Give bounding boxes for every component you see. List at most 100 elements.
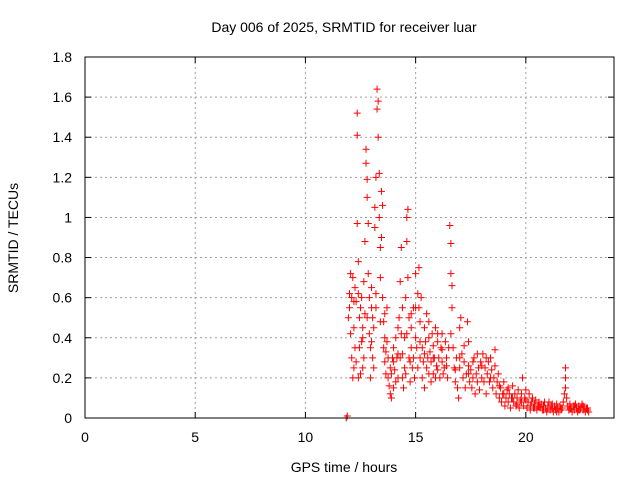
data-point — [417, 294, 425, 302]
y-tick-label: 0 — [64, 410, 72, 426]
data-point — [376, 274, 384, 282]
x-tick-label: 15 — [408, 429, 424, 445]
data-point — [406, 378, 414, 386]
data-point — [498, 398, 506, 406]
data-point — [416, 354, 424, 362]
data-point — [455, 394, 463, 402]
data-point — [482, 354, 490, 362]
data-point — [429, 342, 437, 350]
data-point — [359, 364, 367, 372]
data-point — [404, 205, 412, 213]
plot-frame — [84, 56, 615, 419]
data-point — [544, 404, 552, 412]
data-point — [368, 284, 376, 292]
data-point — [403, 330, 411, 338]
data-point — [519, 374, 527, 382]
data-point — [381, 334, 389, 342]
data-point — [553, 408, 561, 416]
data-point — [491, 362, 499, 370]
data-point — [478, 374, 486, 382]
data-point — [416, 338, 424, 346]
data-point — [370, 324, 378, 332]
data-point — [470, 354, 478, 362]
data-point — [411, 374, 419, 382]
data-point — [357, 304, 365, 312]
data-point — [348, 354, 356, 362]
data-point — [344, 314, 352, 322]
data-point — [466, 378, 474, 386]
data-point — [354, 258, 362, 266]
data-point — [468, 384, 476, 392]
data-point — [404, 274, 412, 282]
data-point — [397, 244, 405, 252]
y-tick-label: 1.8 — [53, 49, 73, 65]
data-point — [446, 221, 454, 229]
data-point — [448, 304, 456, 312]
data-point — [488, 366, 496, 374]
data-point — [427, 378, 435, 386]
data-point — [442, 362, 450, 370]
data-point — [374, 97, 382, 105]
data-point — [489, 384, 497, 392]
data-point — [346, 290, 353, 298]
data-point — [371, 203, 379, 211]
data-point — [400, 384, 408, 392]
data-point — [465, 370, 473, 378]
data-point — [434, 330, 442, 338]
y-tick-label: 1 — [64, 209, 72, 225]
data-point — [365, 330, 373, 338]
data-point — [477, 358, 485, 366]
data-point — [396, 278, 404, 286]
data-point — [504, 384, 512, 392]
data-point — [456, 354, 464, 362]
data-point — [579, 402, 587, 410]
data-point — [377, 187, 385, 195]
data-point — [353, 109, 361, 117]
data-point — [346, 304, 353, 312]
data-point — [483, 370, 491, 378]
chart-title: Day 006 of 2025, SRMTID for receiver lua… — [211, 19, 477, 35]
data-point — [451, 378, 459, 386]
data-point — [460, 342, 468, 350]
data-point — [584, 404, 592, 412]
data-point — [354, 290, 362, 298]
data-point — [353, 131, 361, 139]
data-point — [412, 270, 420, 278]
data-point — [562, 374, 570, 382]
data-point — [420, 384, 428, 392]
data-point — [539, 406, 547, 414]
data-point — [444, 374, 452, 382]
data-point — [465, 338, 473, 346]
data-point — [390, 384, 398, 392]
data-point — [414, 364, 422, 372]
data-point — [358, 294, 366, 302]
data-point — [427, 358, 435, 366]
data-point — [358, 338, 366, 346]
data-point — [407, 310, 415, 318]
data-point — [347, 270, 355, 278]
data-point — [495, 382, 503, 390]
data-point — [447, 270, 455, 278]
data-point — [372, 173, 380, 181]
data-point — [469, 374, 477, 382]
data-point — [354, 374, 362, 382]
data-point — [350, 364, 358, 372]
data-point — [456, 364, 464, 372]
data-point — [360, 354, 368, 362]
data-point — [359, 334, 367, 342]
data-point — [420, 324, 428, 332]
data-point — [535, 402, 543, 410]
data-point — [449, 344, 457, 352]
data-point — [525, 390, 533, 398]
data-point — [349, 274, 357, 282]
data-point — [392, 334, 400, 342]
data-point — [362, 145, 370, 153]
data-point — [353, 219, 361, 227]
data-point — [414, 290, 422, 298]
data-point — [372, 304, 380, 312]
data-point — [515, 404, 523, 412]
data-point — [364, 270, 372, 278]
data-point — [390, 358, 398, 366]
y-tick-label: 0.8 — [53, 250, 73, 266]
